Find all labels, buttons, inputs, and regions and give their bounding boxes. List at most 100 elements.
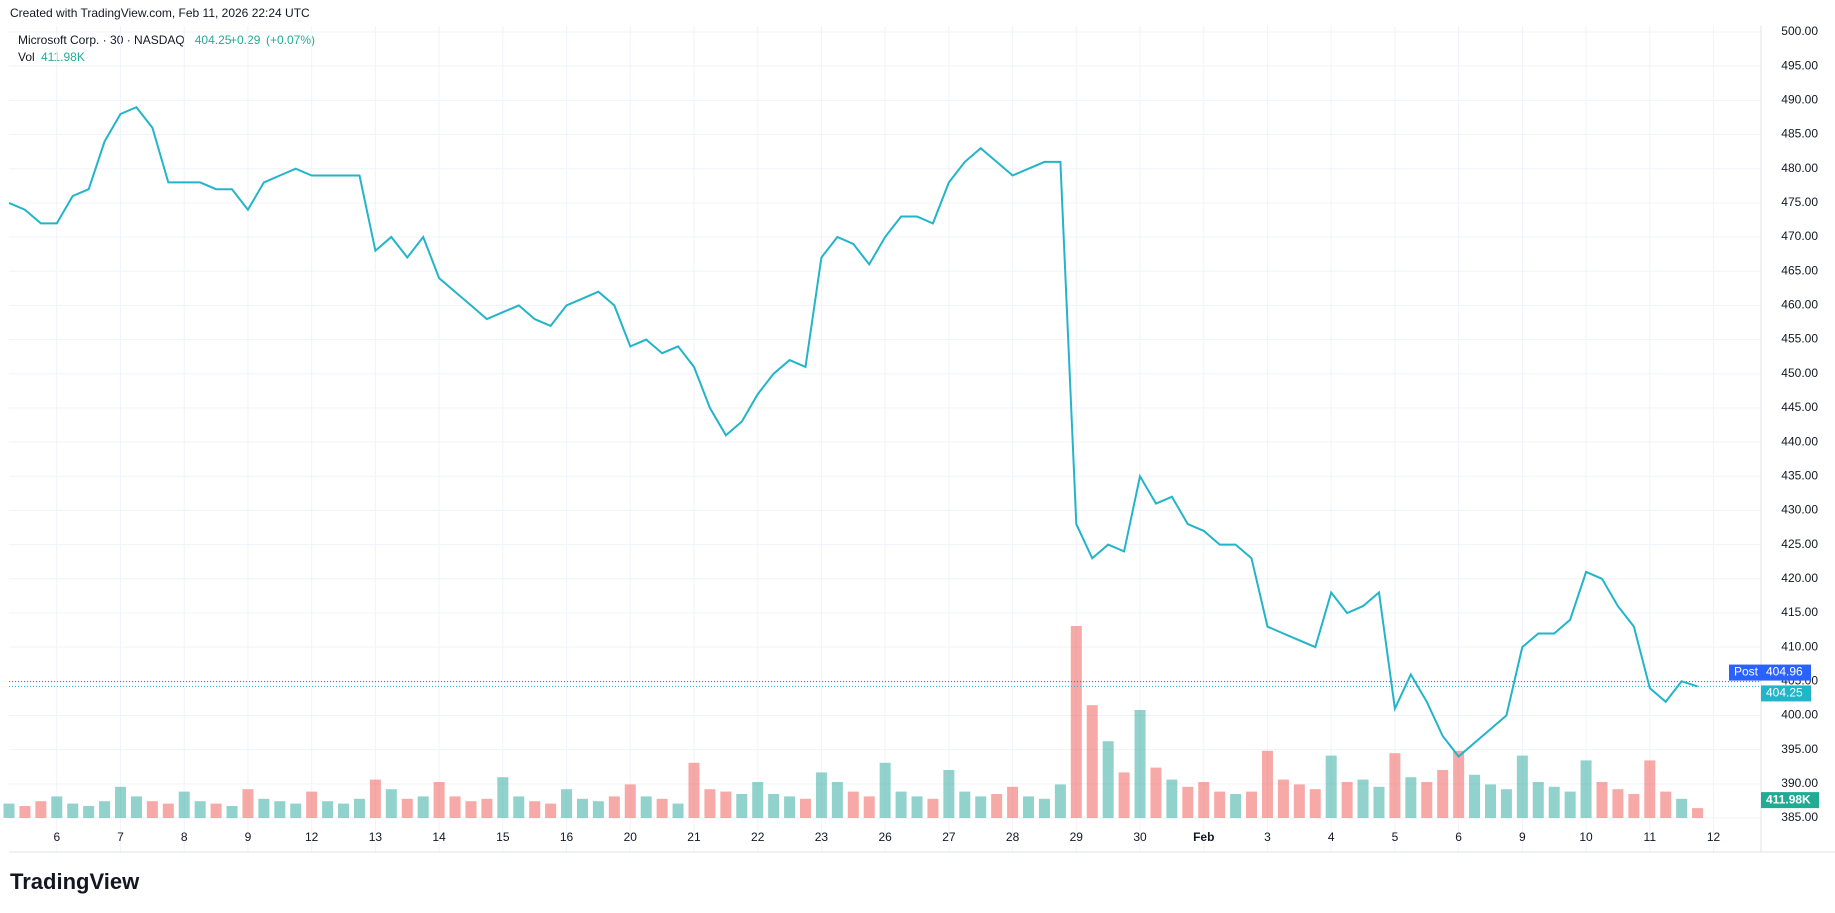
volume-bar	[975, 796, 987, 818]
volume-bar	[1198, 782, 1210, 818]
volume-bar	[353, 798, 365, 818]
volume-bar	[911, 796, 923, 818]
volume-bar	[369, 779, 381, 818]
y-tick-label: 450.00	[1781, 366, 1818, 380]
volume-bar	[720, 791, 732, 818]
post-label-box	[1729, 664, 1761, 681]
y-tick-label: 500.00	[1781, 24, 1818, 38]
x-tick-label: 7	[117, 830, 124, 844]
volume-value-box	[1761, 792, 1819, 809]
volume-bar	[959, 791, 971, 818]
volume-bar	[1644, 760, 1656, 818]
volume-bar	[1373, 786, 1385, 818]
x-tick-label: 12	[305, 830, 319, 844]
y-tick-label: 495.00	[1781, 58, 1818, 72]
y-tick-label: 455.00	[1781, 332, 1818, 346]
volume-bar	[1102, 741, 1114, 818]
volume-bar	[401, 798, 413, 818]
volume-bar	[736, 794, 748, 818]
volume-bar	[481, 798, 493, 818]
volume-bar	[1054, 784, 1066, 818]
volume-bar	[704, 789, 716, 818]
volume-bar	[465, 801, 477, 818]
volume-bar	[19, 806, 31, 818]
volume-bar	[561, 789, 573, 818]
x-tick-label: 5	[1392, 830, 1399, 844]
volume-legend: Vol	[18, 50, 35, 64]
volume-bar	[608, 796, 620, 818]
volume-bar	[1325, 755, 1337, 818]
volume-bar	[1564, 791, 1576, 818]
volume-bar	[1660, 791, 1672, 818]
volume-bar	[576, 798, 588, 818]
x-tick-label: 6	[53, 830, 60, 844]
x-tick-label: 3	[1264, 830, 1271, 844]
x-tick-label: 15	[496, 830, 510, 844]
y-tick-label: 420.00	[1781, 571, 1818, 585]
volume-bar	[1469, 774, 1481, 818]
y-tick-label: 385.00	[1781, 810, 1818, 824]
price-line	[8, 105, 1698, 758]
y-tick-label: 435.00	[1781, 468, 1818, 482]
volume-bar	[991, 794, 1003, 818]
volume-bar	[1086, 705, 1098, 818]
volume-bar	[146, 801, 158, 818]
volume-bar	[943, 770, 955, 818]
last-price: 404.25	[195, 33, 232, 47]
volume-bar	[1261, 750, 1273, 818]
x-tick-label: Feb	[1193, 830, 1214, 844]
volume-bar	[1246, 791, 1258, 818]
x-tick-label: 9	[245, 830, 252, 844]
y-tick-label: 475.00	[1781, 195, 1818, 209]
volume-bar	[210, 803, 222, 818]
y-tick-label: 415.00	[1781, 605, 1818, 619]
volume-bar	[1405, 777, 1417, 818]
volume-bar	[322, 801, 334, 818]
x-tick-label: 23	[815, 830, 829, 844]
x-tick-label: 27	[942, 830, 956, 844]
volume-bar	[656, 798, 668, 818]
x-tick-label: 29	[1070, 830, 1084, 844]
volume-bar	[274, 801, 286, 818]
volume-bar	[162, 803, 174, 818]
volume-bar	[1628, 794, 1640, 818]
x-tick-label: 28	[1006, 830, 1020, 844]
volume-bar	[1277, 779, 1289, 818]
volume-bar	[592, 801, 604, 818]
volume-bar	[1357, 779, 1369, 818]
volume-bar	[529, 801, 541, 818]
volume-bar	[433, 782, 445, 818]
x-tick-label: 9	[1519, 830, 1526, 844]
brand: TradingView	[10, 869, 140, 894]
volume-bar	[1182, 786, 1194, 818]
x-tick-label: 13	[369, 830, 383, 844]
volume-bar	[1532, 782, 1544, 818]
volume-bar	[1692, 808, 1704, 818]
volume-bar	[1389, 753, 1401, 818]
volume-bar	[51, 796, 63, 818]
volume-bar	[831, 782, 843, 818]
volume-bar	[1516, 755, 1528, 818]
volume-bar	[863, 796, 875, 818]
volume-bar	[752, 782, 764, 818]
volume-bar	[1453, 750, 1465, 818]
volume-bar	[130, 796, 142, 818]
volume-bar	[513, 796, 525, 818]
volume-bar	[178, 791, 190, 818]
volume-bar	[1038, 798, 1050, 818]
volume-bar	[449, 796, 461, 818]
volume-bar	[1023, 796, 1035, 818]
y-tick-label: 390.00	[1781, 776, 1818, 790]
volume-bar	[672, 803, 684, 818]
volume-bar	[927, 798, 939, 818]
volume-bar	[338, 803, 350, 818]
volume-bar	[640, 796, 652, 818]
volume-bar	[1676, 798, 1688, 818]
x-tick-label: 12	[1707, 830, 1721, 844]
y-tick-label: 465.00	[1781, 263, 1818, 277]
volume-bar	[1437, 770, 1449, 818]
volume-bar	[67, 803, 79, 818]
volume-bar	[1596, 782, 1608, 818]
